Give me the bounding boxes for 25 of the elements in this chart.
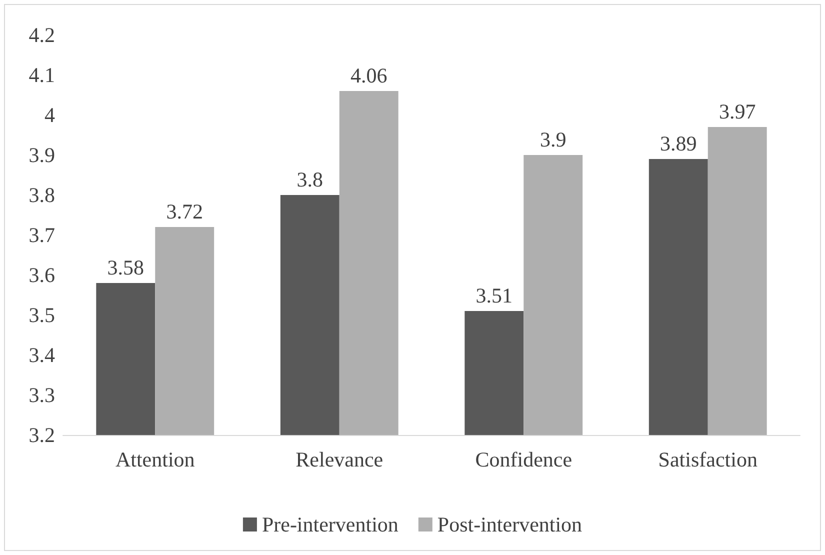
x-tick-label: Satisfaction — [658, 448, 758, 472]
x-tick-label: Confidence — [475, 448, 572, 472]
data-label: 3.9 — [540, 128, 566, 152]
x-tick-label: Relevance — [296, 448, 384, 472]
y-tick-label: 4 — [44, 103, 56, 127]
y-tick-label: 3.6 — [28, 263, 55, 287]
data-label: 4.06 — [350, 64, 388, 88]
y-tick-label: 3.4 — [28, 343, 56, 367]
y-tick-label: 4.2 — [28, 23, 55, 47]
y-tick-label: 3.7 — [28, 223, 55, 247]
data-label: 3.97 — [718, 100, 756, 124]
data-label: 3.89 — [660, 132, 697, 156]
y-tick-label: 3.8 — [28, 183, 55, 207]
data-label: 3.51 — [476, 284, 513, 308]
x-tick-label: Attention — [115, 448, 196, 472]
y-tick-label: 3.9 — [28, 143, 55, 167]
legend-label: Pre-intervention — [262, 512, 399, 536]
y-tick-label: 3.2 — [28, 423, 55, 447]
data-label: 3.58 — [107, 256, 144, 280]
legend-label: Post-intervention — [437, 512, 583, 536]
data-label: 3.72 — [166, 200, 203, 224]
data-label: 3.8 — [296, 168, 324, 192]
y-tick-label: 3.5 — [28, 303, 55, 327]
y-tick-label: 4.1 — [28, 63, 55, 87]
y-tick-label: 3.3 — [28, 383, 55, 407]
